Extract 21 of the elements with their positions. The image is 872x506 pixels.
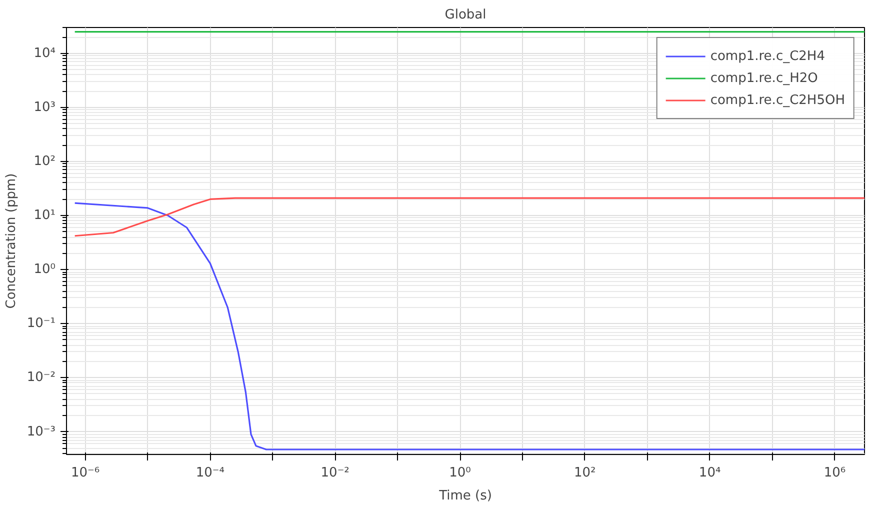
chart-title: Global [444,8,486,22]
legend-label: comp1.re.c_C2H5OH [710,92,845,108]
y-tick-label: 10⁻² [26,370,56,386]
x-tick-label: 10² [574,466,596,480]
x-tick-label: 10⁶ [824,466,846,480]
y-tick-label: 10⁴ [34,46,56,61]
legend-label: comp1.re.c_C2H4 [710,48,825,64]
y-tick-label: 10⁻¹ [26,316,56,332]
y-tick-label: 10⁻³ [26,424,56,440]
x-tick-label: 10⁴ [698,466,721,480]
y-axis-title: Concentration (ppm) [4,173,19,309]
x-axis-title: Time (s) [438,488,492,504]
x-tick-label: 10⁰ [449,466,471,480]
legend-label: comp1.re.c_H2O [710,70,818,86]
y-tick-label: 10³ [34,100,56,115]
x-tick-label: 10⁻⁴ [196,466,225,480]
y-tick-label: 10² [34,154,56,169]
x-tick-label: 10⁻⁶ [70,466,100,480]
x-tick-label: 10⁻² [320,466,350,480]
y-tick-label: 10⁰ [34,262,56,278]
y-tick-label: 10¹ [34,208,56,224]
